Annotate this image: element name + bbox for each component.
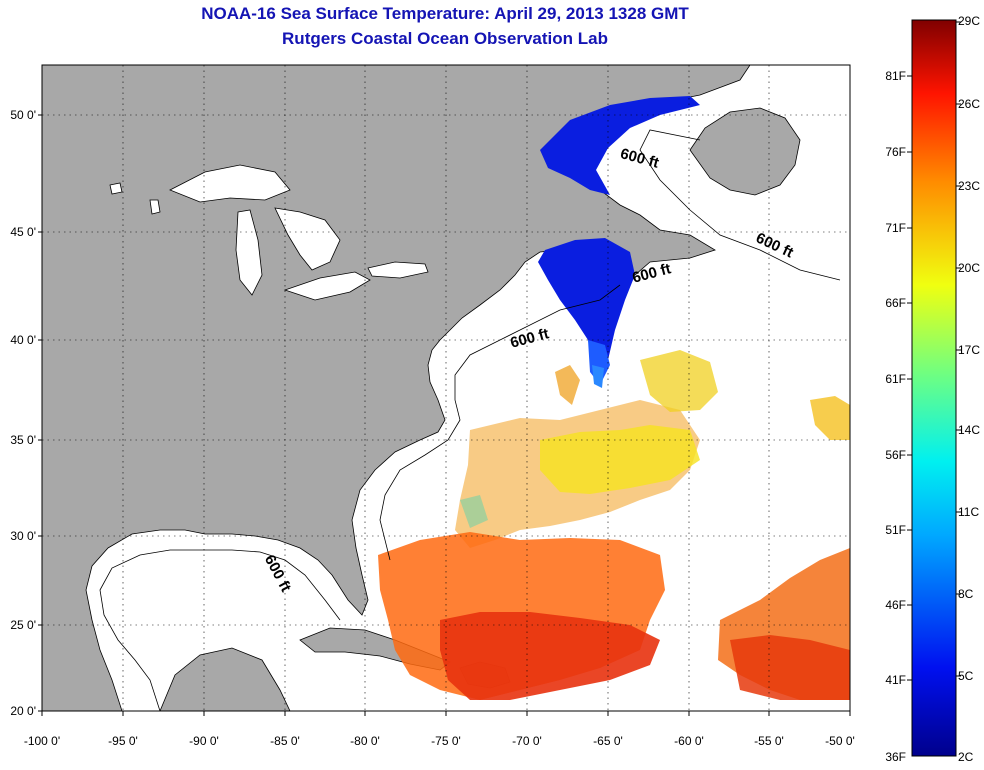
colorbar: [911, 19, 957, 757]
map-title: NOAA-16 Sea Surface Temperature: April 2…: [201, 4, 689, 23]
lon-label: -85 0': [270, 734, 300, 748]
land-north-america: [42, 65, 751, 711]
sst-cold-region: [538, 96, 700, 388]
map-subtitle: Rutgers Coastal Ocean Observation Lab: [282, 29, 608, 48]
lon-label: -95 0': [108, 734, 138, 748]
colorbar-f-label: 76F: [885, 145, 906, 159]
lat-label: 30 0': [10, 529, 36, 543]
colorbar-f-label: 71F: [885, 221, 906, 235]
lon-label: -80 0': [350, 734, 380, 748]
land-newfoundland: [689, 107, 801, 196]
lon-label: -70 0': [512, 734, 542, 748]
colorbar-f-label: 56F: [885, 448, 906, 462]
colorbar-f-label: 36F: [885, 750, 906, 764]
colorbar-c-label: 26C: [958, 97, 981, 111]
colorbar-f-label: 61F: [885, 372, 906, 386]
great-lakes: [109, 164, 429, 301]
colorbar-c-label: 11C: [958, 505, 980, 519]
lat-label: 40 0': [10, 333, 36, 347]
lon-label: -60 0': [674, 734, 704, 748]
colorbar-c-label: 14C: [958, 423, 981, 437]
colorbar-c-label: 5C: [958, 669, 974, 683]
colorbar-c-label: 20C: [958, 261, 981, 275]
lon-label: -50 0': [825, 734, 855, 748]
lon-label: -90 0': [189, 734, 219, 748]
land-yucatan: [159, 647, 291, 711]
colorbar-c-label: 8C: [958, 587, 974, 601]
colorbar-c-label: 29C: [958, 14, 981, 28]
axis-ticks: [38, 114, 851, 716]
colorbar-f-label: 46F: [885, 598, 906, 612]
sst-warm-region: [378, 350, 850, 700]
lon-label: -55 0': [754, 734, 784, 748]
lat-label: 50 0': [10, 108, 36, 122]
bathymetry-contour-600ft: [99, 129, 841, 711]
lon-label: -75 0': [431, 734, 461, 748]
lat-label: 20 0': [10, 704, 36, 718]
lon-label: -65 0': [593, 734, 623, 748]
colorbar-f-label: 41F: [885, 673, 906, 687]
colorbar-c-label: 23C: [958, 179, 981, 193]
colorbar-f-label: 51F: [885, 523, 906, 537]
lat-label: 25 0': [10, 618, 36, 632]
lat-label: 45 0': [10, 225, 36, 239]
colorbar-c-label: 17C: [958, 343, 981, 357]
colorbar-f-label: 81F: [885, 69, 906, 83]
lon-label: -100 0': [23, 734, 61, 748]
colorbar-f-label: 66F: [885, 296, 906, 310]
colorbar-c-label: 2C: [958, 750, 974, 764]
colorbar-ticks: [907, 21, 961, 681]
lat-label: 35 0': [10, 433, 36, 447]
